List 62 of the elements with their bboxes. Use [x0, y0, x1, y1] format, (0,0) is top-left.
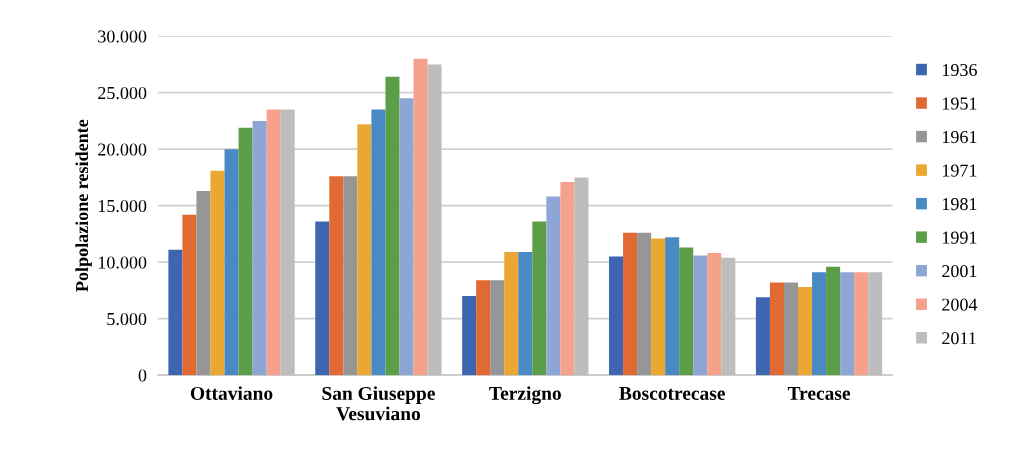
x-tick-label: San Giuseppe Vesuviano	[322, 386, 435, 421]
x-tick-label: Terzigno	[489, 386, 561, 405]
y-tick-label: 0	[138, 369, 147, 382]
legend-label: 2011	[942, 332, 976, 345]
bar	[679, 247, 694, 376]
bar	[546, 196, 561, 376]
bar	[196, 190, 211, 376]
bar	[812, 272, 827, 376]
y-tick-label: 15.000	[98, 199, 147, 213]
legend-label: 1936	[942, 63, 977, 77]
bar	[315, 221, 330, 376]
bar	[665, 237, 680, 376]
bar	[329, 176, 344, 376]
x-tick-label: Ottaviano	[190, 386, 273, 400]
legend-label: 1971	[942, 164, 977, 177]
bar	[462, 296, 477, 376]
bar	[518, 251, 533, 376]
bar	[210, 170, 225, 376]
bar	[182, 214, 197, 376]
bar	[623, 232, 638, 376]
bar	[707, 253, 722, 376]
legend-label: 2001	[942, 265, 977, 278]
x-tick-label: Boscotrecase	[619, 387, 725, 400]
bar	[238, 127, 253, 376]
bar	[399, 98, 414, 376]
bar	[490, 280, 505, 376]
y-tick-label: 10.000	[98, 256, 147, 269]
bar	[854, 272, 869, 376]
legend-label: 1951	[942, 97, 977, 110]
bar	[560, 181, 575, 376]
y-tick-label: 30.000	[98, 30, 147, 43]
y-tick-label: 25.000	[98, 86, 147, 100]
y-tick-label: 20.000	[98, 143, 147, 156]
bar	[266, 109, 281, 376]
bar	[371, 109, 386, 376]
legend-label: 1991	[942, 231, 977, 244]
bar	[357, 124, 372, 376]
bar	[840, 272, 855, 376]
bar	[798, 287, 813, 376]
bar	[224, 149, 239, 376]
legend-label: 2004	[942, 298, 978, 311]
bar	[783, 282, 799, 376]
legend-label: 1961	[942, 130, 977, 144]
x-tick-label: Trecase	[787, 387, 851, 400]
bar	[532, 221, 547, 376]
bar	[755, 297, 770, 376]
bar	[343, 176, 358, 376]
bar	[651, 238, 666, 376]
bar	[693, 255, 708, 376]
bar	[252, 120, 267, 376]
bar	[769, 282, 784, 376]
bar	[168, 249, 183, 376]
y-axis-title: Polpolazione residente	[75, 119, 92, 292]
bar	[413, 58, 428, 376]
y-tick-label: 5.000	[107, 312, 147, 326]
bar	[504, 251, 519, 376]
bar	[609, 256, 624, 376]
bar	[476, 280, 491, 376]
legend-label: 1981	[942, 197, 977, 211]
bar	[637, 232, 652, 376]
bar	[385, 76, 400, 376]
bar	[826, 266, 841, 376]
